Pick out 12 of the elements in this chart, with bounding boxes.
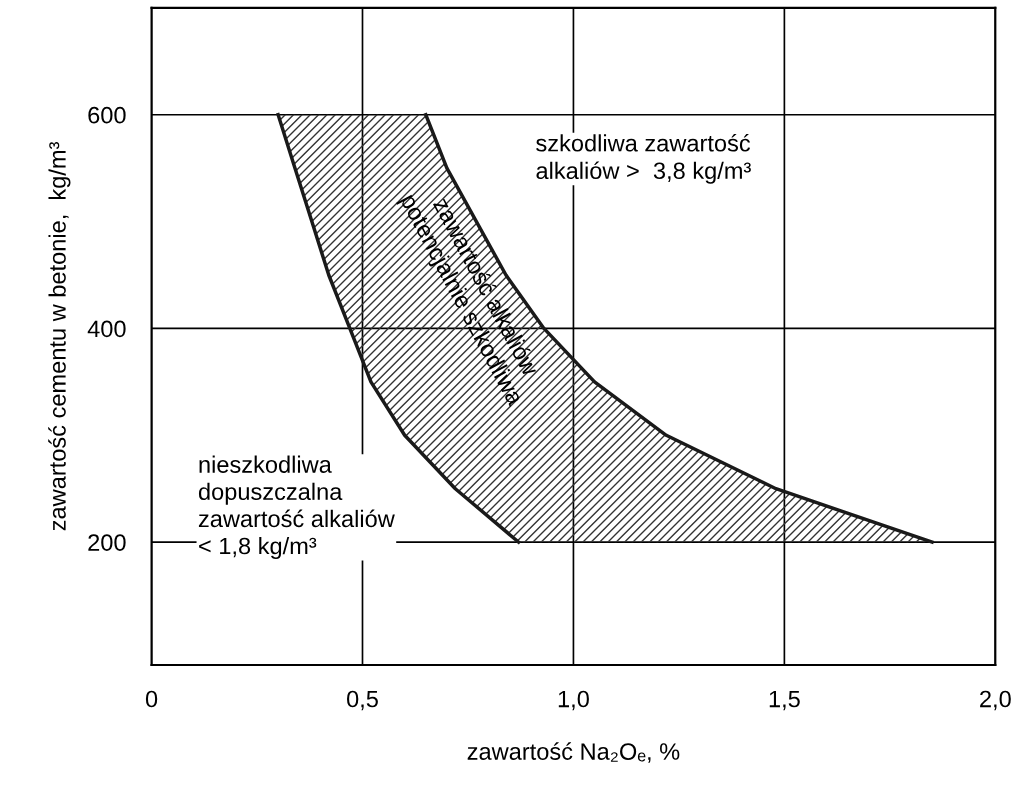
x-tick-label: 0,5 xyxy=(347,690,378,711)
y-tick-label: 600 xyxy=(88,106,126,124)
y-tick-label: 200 xyxy=(88,534,126,551)
x-axis-title: zawartość Na₂Oₑ, % xyxy=(467,742,680,763)
x-tick-label: 0 xyxy=(145,690,158,708)
annotation: nieszkodliwa dopuszczalna zawartość alkaliów < 1,8 kg/m³ xyxy=(198,455,395,560)
x-tick-label: 1,5 xyxy=(769,690,800,711)
x-tick-label: 2,0 xyxy=(980,690,1011,711)
x-tick-label: 1,0 xyxy=(558,690,589,711)
y-axis-title: zawartość cementu w betonie, kg/m³ xyxy=(48,142,71,531)
annotation: szkodliwa zawartość alkaliów > 3,8 kg/m³ xyxy=(536,133,751,184)
y-tick-label: 400 xyxy=(87,320,126,338)
